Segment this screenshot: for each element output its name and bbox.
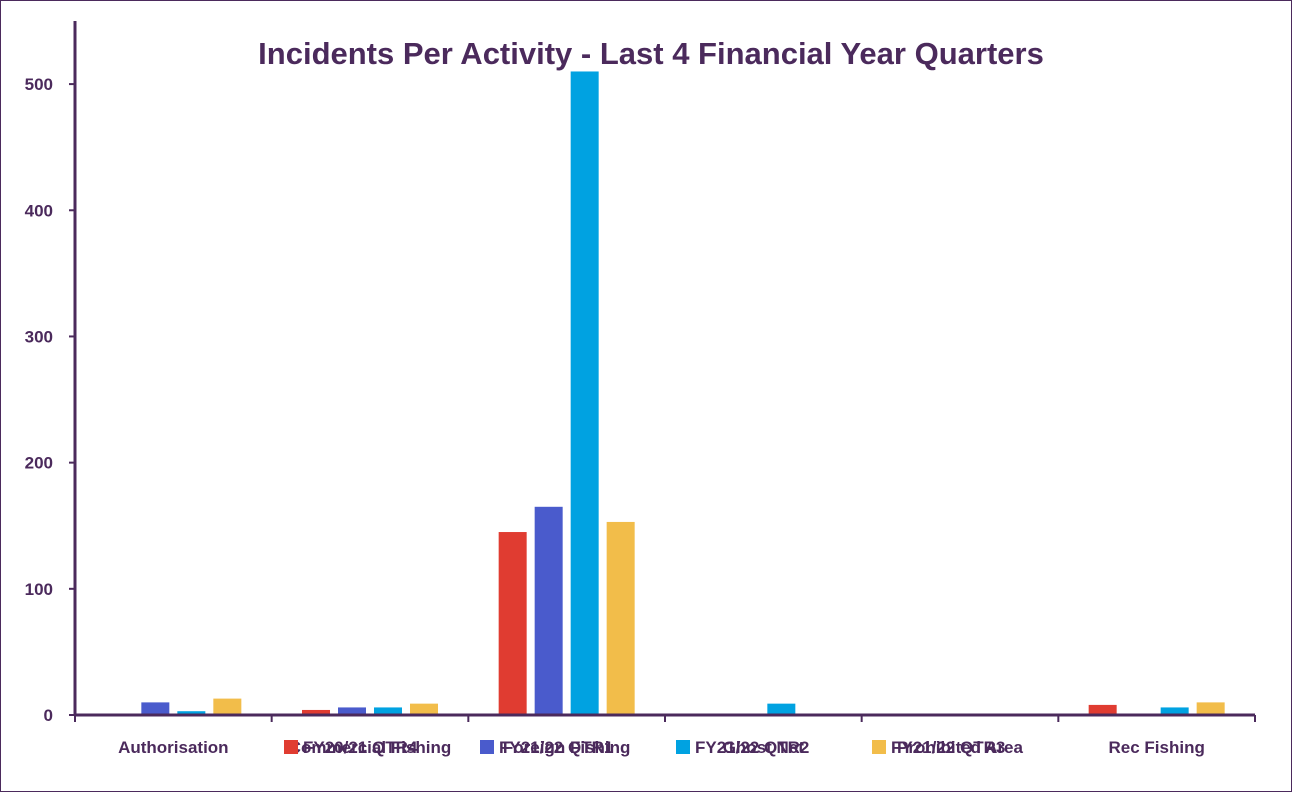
y-axis-ticks: 0 100 200 300 400 500 bbox=[25, 75, 75, 725]
bar bbox=[1160, 707, 1189, 715]
bar bbox=[338, 707, 366, 715]
x-tick-label: Authorisation bbox=[118, 738, 229, 757]
y-tick-label: 500 bbox=[25, 75, 53, 94]
bar bbox=[410, 703, 438, 715]
legend: FY20/21 QTR4 FY21/22 QTR1 FY21/22 QTR2 FY21… bbox=[284, 738, 1005, 757]
bar bbox=[302, 709, 330, 715]
bar bbox=[374, 707, 402, 715]
bars bbox=[141, 71, 1225, 716]
x-tick-label: Foreign Fishing bbox=[503, 738, 631, 757]
legend-label: FY21/22 QTR1 bbox=[499, 738, 613, 757]
legend-label: FY21/22 QTR2 bbox=[695, 738, 809, 757]
bar bbox=[141, 702, 170, 715]
legend-swatch bbox=[872, 740, 886, 754]
x-axis-ticks: Authorisation Commercial Fishing Foreign F… bbox=[74, 715, 1256, 757]
bar bbox=[1088, 704, 1117, 715]
x-tick-label: Prohibited Area bbox=[897, 738, 1023, 757]
bar bbox=[498, 532, 527, 715]
x-tick-label: Ghost Net bbox=[723, 738, 805, 757]
y-tick-label: 200 bbox=[25, 454, 53, 473]
legend-swatch bbox=[480, 740, 494, 754]
bar bbox=[177, 711, 206, 715]
y-tick-label: 300 bbox=[25, 327, 53, 346]
x-tick-label: Commercial Fishing bbox=[289, 738, 451, 757]
legend-label: FY20/21 QTR4 bbox=[303, 738, 418, 757]
chart-title: Incidents Per Activity - Last 4 Financia… bbox=[258, 36, 1044, 71]
bar bbox=[534, 506, 563, 715]
legend-label: FY21/22 QTR3 bbox=[891, 738, 1005, 757]
axes bbox=[73, 21, 1255, 717]
legend-swatch bbox=[284, 740, 298, 754]
y-tick-label: 100 bbox=[25, 580, 53, 599]
bar bbox=[606, 521, 635, 715]
y-tick-label: 400 bbox=[25, 201, 53, 220]
x-tick-label: Rec Fishing bbox=[1108, 738, 1204, 757]
bar bbox=[767, 703, 796, 715]
bar bbox=[213, 698, 242, 715]
y-tick-label: 0 bbox=[44, 706, 53, 725]
bar bbox=[1196, 702, 1225, 715]
legend-swatch bbox=[676, 740, 690, 754]
bar bbox=[570, 71, 599, 716]
